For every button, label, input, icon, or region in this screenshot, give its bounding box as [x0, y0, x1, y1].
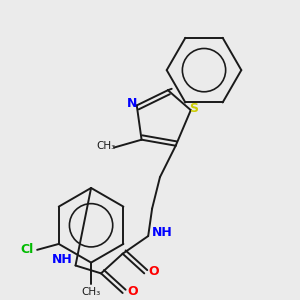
Text: O: O: [149, 265, 159, 278]
Text: NH: NH: [51, 253, 72, 266]
Text: NH: NH: [152, 226, 172, 238]
Text: CH₃: CH₃: [82, 287, 101, 297]
Text: S: S: [189, 102, 198, 115]
Text: O: O: [127, 284, 138, 298]
Text: Cl: Cl: [21, 243, 34, 256]
Text: CH₃: CH₃: [97, 141, 116, 151]
Text: N: N: [127, 97, 137, 110]
